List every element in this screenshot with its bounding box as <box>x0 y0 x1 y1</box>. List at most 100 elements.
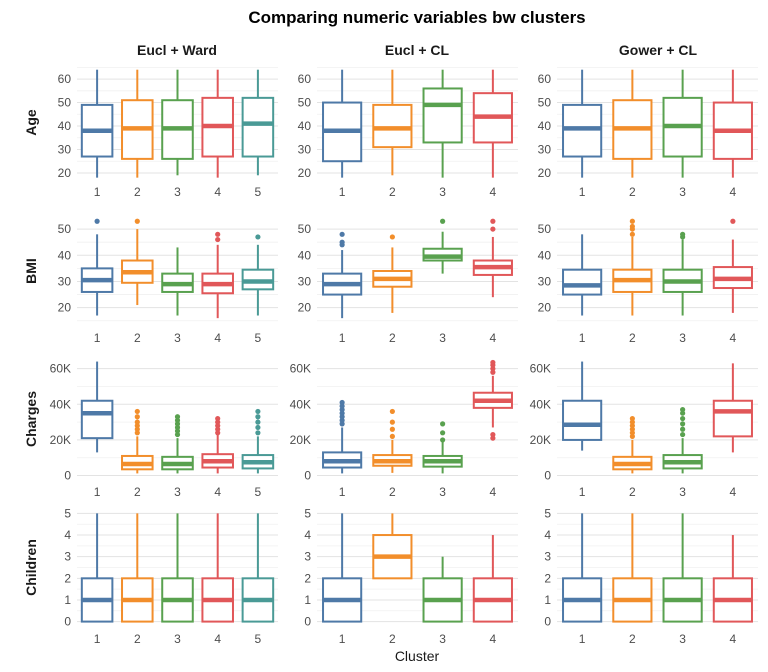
box-cluster-5: 5 <box>241 408 275 499</box>
x-tick-label: 2 <box>629 632 636 646</box>
x-tick-label: 3 <box>439 485 446 499</box>
outlier-point <box>339 399 345 406</box>
row-label-age: Age <box>23 109 39 136</box>
box-cluster-2: 2 <box>612 513 653 646</box>
y-tick-label: 20K <box>50 433 71 447</box>
x-tick-label: 1 <box>339 485 346 499</box>
y-tick-label: 60K <box>290 362 311 376</box>
box-cluster-4: 4 <box>201 513 234 646</box>
x-tick-label: 1 <box>339 632 346 646</box>
outlier-point <box>629 218 635 224</box>
box-cluster-4: 4 <box>472 535 513 646</box>
box-cluster-5: 5 <box>241 69 275 199</box>
panel-r2-c2: 0 20K 40K 60K 1 2 3 4 <box>530 361 758 499</box>
y-tick-label: 1 <box>544 593 551 607</box>
outlier-point <box>174 414 181 420</box>
y-tick-label: 20K <box>290 433 311 447</box>
panel-r1-c0: 20 30 40 50 1 2 3 4 5 <box>58 218 278 345</box>
box-cluster-1: 1 <box>322 231 363 345</box>
panel-r1-c1: 20 30 40 50 1 2 3 4 <box>298 218 518 345</box>
x-tick-label: 3 <box>679 485 686 499</box>
outlier-point <box>339 414 345 420</box>
x-tick-label: 4 <box>730 632 737 646</box>
outlier-point <box>215 426 221 432</box>
outlier-point <box>255 408 261 415</box>
box-cluster-2: 2 <box>372 69 413 199</box>
y-tick-label: 40K <box>290 397 311 411</box>
y-tick-label: 50 <box>58 222 72 236</box>
box-cluster-2: 2 <box>612 218 653 345</box>
y-tick-label: 50 <box>58 96 72 110</box>
x-axis-label: Cluster <box>395 648 440 664</box>
outlier-point <box>134 414 140 420</box>
box-cluster-3: 3 <box>422 69 463 199</box>
outlier-point <box>134 426 140 432</box>
outlier-point <box>629 231 635 237</box>
x-tick-label: 3 <box>174 632 181 646</box>
y-tick-label: 40 <box>298 248 312 262</box>
x-tick-label: 2 <box>389 632 396 646</box>
panel-r3-c0: 0 1 2 3 4 5 1 2 3 4 5 <box>64 506 278 646</box>
box-cluster-3: 3 <box>422 556 463 646</box>
box-cluster-4: 4 <box>712 363 753 499</box>
box-cluster-2: 2 <box>372 234 413 345</box>
x-tick-label: 4 <box>214 632 221 646</box>
x-tick-label: 4 <box>490 331 497 345</box>
outlier-point <box>629 415 635 422</box>
y-tick-label: 0 <box>544 615 551 629</box>
outlier-point <box>174 424 181 431</box>
outlier-point <box>389 234 395 240</box>
y-tick-label: 1 <box>304 593 311 607</box>
x-tick-label: 2 <box>629 185 636 199</box>
outlier-point <box>215 423 221 429</box>
box-iqr <box>562 399 603 441</box>
y-tick-label: 0 <box>304 469 311 483</box>
outlier-point <box>174 417 181 423</box>
outlier-point <box>680 421 686 427</box>
box-iqr <box>562 103 603 158</box>
x-tick-label: 4 <box>730 185 737 199</box>
row-label-children: Children <box>23 539 39 596</box>
y-tick-label: 40 <box>58 119 72 133</box>
y-tick-label: 0 <box>64 615 71 629</box>
x-tick-label: 5 <box>255 331 262 345</box>
x-tick-label: 2 <box>134 185 141 199</box>
y-tick-label: 20 <box>58 166 72 180</box>
outlier-point <box>440 421 446 427</box>
y-tick-label: 60 <box>58 72 72 86</box>
outlier-point <box>490 366 496 372</box>
outlier-point <box>629 223 635 230</box>
y-tick-label: 50 <box>538 222 552 236</box>
box-cluster-1: 1 <box>562 513 603 646</box>
outlier-point <box>215 430 221 436</box>
box-cluster-1: 1 <box>562 361 603 499</box>
row-label-charges: Charges <box>23 391 39 447</box>
box-cluster-1: 1 <box>562 234 603 345</box>
x-tick-label: 2 <box>134 632 141 646</box>
box-cluster-2: 2 <box>372 513 413 646</box>
y-tick-label: 60K <box>530 362 551 376</box>
outlier-point <box>629 430 635 436</box>
box-cluster-1: 1 <box>322 513 363 646</box>
box-cluster-3: 3 <box>662 407 703 499</box>
y-tick-label: 40K <box>530 397 551 411</box>
box-cluster-2: 2 <box>372 408 413 499</box>
y-tick-label: 20 <box>58 301 72 315</box>
box-cluster-3: 3 <box>161 414 194 499</box>
x-tick-label: 1 <box>579 485 586 499</box>
y-tick-label: 30 <box>58 274 72 288</box>
outlier-point <box>629 419 635 425</box>
outlier-point <box>215 419 221 425</box>
y-tick-label: 20 <box>298 301 312 315</box>
panel-r0-c1: 20 30 40 50 60 1 2 3 4 <box>298 66 518 199</box>
x-tick-label: 2 <box>389 485 396 499</box>
x-tick-label: 3 <box>439 632 446 646</box>
outlier-point <box>339 421 345 427</box>
box-cluster-2: 2 <box>121 513 154 646</box>
x-tick-label: 5 <box>255 632 262 646</box>
row-label-bmi: BMI <box>23 258 39 284</box>
outlier-point <box>730 218 736 224</box>
box-cluster-1: 1 <box>80 361 114 499</box>
outlier-point <box>339 231 345 237</box>
